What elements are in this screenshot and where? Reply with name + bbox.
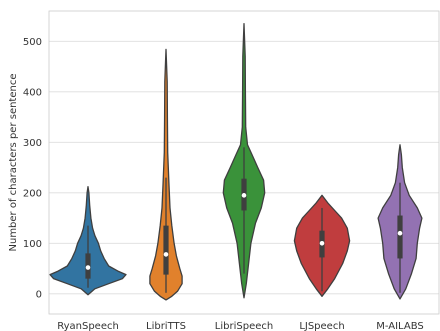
x-tick-label: LibriTTS xyxy=(146,321,186,331)
x-tick-label: LibriSpeech xyxy=(215,321,273,331)
violin-librispeech xyxy=(222,22,266,299)
x-tick-label: M-AILABS xyxy=(376,321,423,331)
plot-frame xyxy=(48,10,440,315)
quartile-box xyxy=(397,215,403,259)
y-tick-label: 0 xyxy=(36,289,42,300)
y-tick-label: 100 xyxy=(23,239,42,250)
median-point xyxy=(319,241,325,246)
x-tick-label: RyanSpeech xyxy=(57,321,119,331)
y-tick-labels: 0 100 200 300 400 500 xyxy=(23,37,42,300)
quartile-box xyxy=(163,225,169,275)
y-axis-label: Number of characters per sentence xyxy=(8,74,19,252)
median-point xyxy=(397,230,403,236)
x-tick-label: LJSpeech xyxy=(299,321,344,331)
violin-body xyxy=(149,48,183,301)
y-tick-label: 500 xyxy=(23,37,42,48)
violin-m-ailabs xyxy=(377,144,423,300)
violin-ryanspeech xyxy=(49,186,127,296)
median-point xyxy=(163,252,169,257)
median-point xyxy=(85,265,91,270)
y-tick-label: 300 xyxy=(23,138,42,149)
y-tick-label: 400 xyxy=(23,87,42,98)
violin-ljspeech xyxy=(293,194,351,297)
y-tick-label: 200 xyxy=(23,188,42,199)
x-tick-labels: RyanSpeech LibriTTS LibriSpeech LJSpeech M-A… xyxy=(57,321,424,331)
median-point xyxy=(241,193,247,198)
violin-libritts xyxy=(149,48,183,301)
violins xyxy=(49,22,423,301)
